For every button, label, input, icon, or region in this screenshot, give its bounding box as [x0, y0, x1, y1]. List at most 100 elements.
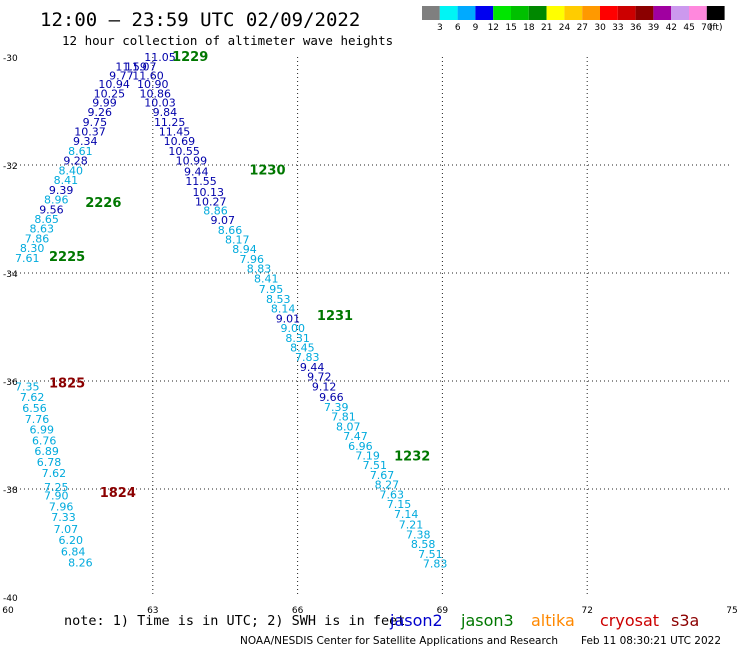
- swh-value: 6.56: [22, 402, 47, 415]
- swh-value: 11.05: [144, 51, 176, 64]
- swh-value: 7.95: [259, 283, 284, 296]
- swh-value: 9.12: [312, 380, 337, 393]
- colorbar-swatch: [671, 6, 689, 20]
- pass-time-label: 2226: [85, 196, 121, 211]
- swh-value: 7.21: [399, 519, 424, 532]
- timestamp-text: Feb 11 08:30:21 UTC 2022: [581, 635, 721, 647]
- colorbar-label: 36: [630, 23, 642, 33]
- swh-value: 7.62: [42, 467, 67, 480]
- swh-value: 8.63: [30, 223, 55, 236]
- pass-time-label: 1229: [172, 50, 208, 65]
- legend-jason2: jason2: [389, 611, 443, 630]
- colorbar-label: 12: [488, 23, 499, 33]
- swh-value: 8.41: [54, 174, 79, 187]
- longitude-tick-label: 72: [581, 606, 592, 616]
- colorbar-label: (ft): [709, 23, 723, 33]
- colorbar-swatch: [635, 6, 654, 20]
- swh-value: 7.62: [20, 391, 45, 404]
- swh-value: 10.27: [195, 196, 227, 209]
- satellite-legend: jason2 jason3 altika cryosat s3a: [389, 611, 699, 630]
- swh-value: 10.25: [94, 88, 126, 101]
- lat-lon-grid: [8, 57, 732, 597]
- swh-value: 7.47: [343, 430, 368, 443]
- latitude-tick-label: -40: [3, 594, 18, 604]
- pass-time-label: 1825: [49, 377, 85, 392]
- swh-value: 7.63: [379, 488, 404, 501]
- swh-value: 8.40: [58, 164, 83, 177]
- swh-value: 9.01: [276, 312, 301, 325]
- units-note: note: 1) Time is in UTC; 2) SWH is in fe…: [64, 613, 405, 629]
- swh-value: 9.39: [49, 184, 74, 197]
- swh-value: 10.99: [176, 155, 208, 168]
- map-subtitle: 12 hour collection of altimeter wave hei…: [62, 33, 393, 48]
- colorbar-swatch: [546, 6, 565, 20]
- colorbar-swatch: [511, 6, 529, 20]
- swh-value: 6.78: [37, 456, 62, 469]
- swh-value: 9.26: [87, 106, 112, 119]
- legend-altika: altika: [531, 611, 575, 630]
- swh-value: 8.53: [266, 293, 291, 306]
- longitude-tick-label: 63: [147, 606, 158, 616]
- colorbar-label: 33: [612, 23, 623, 33]
- swh-value: 6.76: [32, 434, 57, 447]
- colorbar-label: 27: [577, 23, 588, 33]
- pass-time-label: 1230: [249, 163, 285, 178]
- swh-value: 9.66: [319, 391, 344, 404]
- swh-value: 9.44: [300, 361, 325, 374]
- swh-value: 6.89: [34, 445, 59, 458]
- latitude-tick-label: -38: [3, 486, 18, 496]
- colorbar-label: 24: [559, 23, 571, 33]
- colorbar-label: 6: [455, 23, 461, 33]
- swh-value: 9.28: [63, 155, 88, 168]
- swh-value: 7.15: [387, 498, 412, 511]
- swh-value: 7.83: [423, 558, 448, 571]
- longitude-tick-label: 60: [2, 606, 14, 616]
- colorbar-swatch: [564, 6, 583, 20]
- swh-value: 9.75: [83, 116, 108, 129]
- pass-time-label: 1231: [317, 309, 353, 324]
- latitude-tick-label: -34: [3, 270, 18, 280]
- swh-value: 8.41: [254, 272, 279, 285]
- swh-value: 8.61: [68, 145, 93, 158]
- swh-value: 10.37: [74, 126, 106, 139]
- swh-value: 11.25: [154, 116, 186, 129]
- colorbar-swatch: [457, 6, 476, 20]
- colorbar-swatch: [582, 6, 600, 20]
- colorbar-label: 21: [541, 23, 552, 33]
- swh-value: 9.56: [39, 203, 64, 216]
- swh-value: 7.33: [51, 511, 76, 524]
- swh-value: 7.14: [394, 508, 419, 521]
- colorbar-swatch: [600, 6, 618, 20]
- swh-value: 11.55: [185, 175, 217, 188]
- swh-value: 7.96: [239, 253, 264, 266]
- swh-value: 8.17: [225, 234, 250, 247]
- legend-jason3: jason3: [460, 611, 514, 630]
- colorbar-swatch: [653, 6, 672, 20]
- colorbar-label: 9: [473, 23, 479, 33]
- swh-value: 9.34: [73, 135, 98, 148]
- swh-value: 7.61: [15, 252, 40, 265]
- colorbar-swatch: [617, 6, 636, 20]
- swh-value: 8.30: [20, 242, 45, 255]
- swh-value: 8.83: [247, 263, 272, 276]
- swh-value: 10.86: [139, 88, 171, 101]
- colorbar-swatch: [528, 6, 547, 20]
- swh-value: 7.07: [54, 523, 79, 536]
- credit-text: NOAA/NESDIS Center for Satellite Applica…: [240, 635, 558, 647]
- colorbar-swatch: [475, 6, 494, 20]
- swh-value: 8.94: [232, 243, 257, 256]
- swh-value: 10.03: [144, 96, 176, 109]
- pass-time-label: 2225: [49, 250, 85, 265]
- latitude-tick-label: -36: [3, 378, 18, 388]
- colorbar-label: 70: [701, 23, 713, 33]
- swh-value: 7.19: [355, 450, 380, 463]
- swh-value: 8.45: [290, 342, 315, 355]
- colorbar-label: 42: [666, 23, 677, 33]
- swh-value: 6.84: [61, 546, 86, 559]
- swh-value: 7.81: [331, 411, 356, 424]
- swh-value: 10.90: [137, 78, 169, 91]
- swh-value: 8.58: [411, 538, 436, 551]
- swh-value: 8.07: [336, 420, 361, 433]
- swh-value: 6.20: [58, 534, 83, 547]
- swh-value: 7.25: [44, 481, 69, 494]
